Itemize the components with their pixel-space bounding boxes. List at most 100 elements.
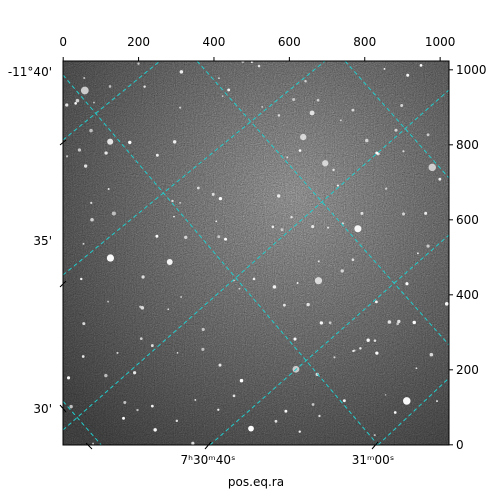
star xyxy=(107,300,110,303)
star xyxy=(332,168,335,172)
star xyxy=(333,356,336,359)
star xyxy=(284,409,288,413)
star xyxy=(436,400,438,403)
star xyxy=(248,425,254,432)
star xyxy=(402,212,406,216)
grid-line xyxy=(344,61,449,179)
star xyxy=(400,104,404,107)
star xyxy=(359,347,362,350)
y-tick-label: 400 xyxy=(456,288,479,302)
star xyxy=(326,226,330,229)
star xyxy=(217,408,220,411)
star xyxy=(419,64,423,67)
star xyxy=(252,277,256,281)
star xyxy=(83,164,88,168)
star xyxy=(290,215,293,219)
x-tick-label: 1000 xyxy=(425,35,456,49)
star xyxy=(75,98,80,103)
star xyxy=(424,211,428,215)
star xyxy=(122,416,125,420)
star xyxy=(171,199,174,203)
frame xyxy=(62,60,450,446)
star xyxy=(218,197,223,201)
star xyxy=(155,153,159,157)
star xyxy=(351,258,355,262)
star xyxy=(153,428,157,432)
star xyxy=(194,399,197,401)
star xyxy=(66,376,71,380)
star xyxy=(140,306,145,310)
x-axis-label: pos.eq.ra xyxy=(228,475,284,489)
star xyxy=(402,150,405,153)
star xyxy=(176,352,179,354)
star xyxy=(280,228,284,232)
dec-tick-label: -11°40' xyxy=(8,65,52,79)
star xyxy=(175,419,179,423)
ra-tick xyxy=(85,442,93,450)
star xyxy=(351,108,355,112)
star xyxy=(128,140,132,145)
ra-tick xyxy=(204,441,212,450)
star xyxy=(81,355,85,358)
star xyxy=(339,119,342,122)
star xyxy=(201,347,205,351)
star xyxy=(277,114,281,117)
star xyxy=(393,411,397,414)
star xyxy=(340,269,344,273)
star xyxy=(167,308,170,311)
y-tick-label: 200 xyxy=(456,363,479,377)
star xyxy=(80,86,89,95)
star xyxy=(218,363,222,367)
star xyxy=(375,351,379,355)
grid-line xyxy=(63,74,379,445)
star xyxy=(92,442,95,445)
star xyxy=(143,85,146,88)
star xyxy=(136,408,139,412)
star xyxy=(311,403,315,406)
star xyxy=(239,378,244,383)
star xyxy=(74,102,77,105)
star xyxy=(365,138,369,143)
star xyxy=(123,400,127,404)
grid-line xyxy=(63,61,326,276)
star xyxy=(373,339,377,342)
star xyxy=(428,163,436,172)
star xyxy=(104,151,108,155)
star xyxy=(191,441,195,445)
x-tick-label: 400 xyxy=(203,35,226,49)
sky-image xyxy=(63,61,449,445)
star xyxy=(341,222,345,225)
star xyxy=(426,133,430,137)
star xyxy=(383,67,386,70)
star xyxy=(218,77,220,80)
y-tick-label: 800 xyxy=(456,138,479,152)
star xyxy=(111,211,116,216)
star xyxy=(353,349,356,352)
grid-line xyxy=(377,377,449,445)
star xyxy=(232,394,236,398)
star xyxy=(426,244,430,248)
star xyxy=(292,97,296,102)
x-tick-label: 0 xyxy=(59,35,67,49)
y-tick-label: 600 xyxy=(456,213,479,227)
star xyxy=(257,64,261,68)
star xyxy=(133,371,137,375)
star xyxy=(261,106,264,108)
star xyxy=(336,184,339,187)
star xyxy=(394,128,398,132)
star xyxy=(328,321,332,325)
star xyxy=(316,98,320,102)
star xyxy=(396,322,399,326)
y-tick-label: 1000 xyxy=(456,63,487,77)
star xyxy=(318,414,321,418)
star xyxy=(385,187,388,190)
star xyxy=(83,77,86,80)
star xyxy=(293,337,297,341)
star xyxy=(93,101,95,104)
star xyxy=(172,140,177,144)
star xyxy=(224,237,228,241)
star xyxy=(397,319,401,324)
star xyxy=(360,211,364,215)
star xyxy=(384,394,387,396)
